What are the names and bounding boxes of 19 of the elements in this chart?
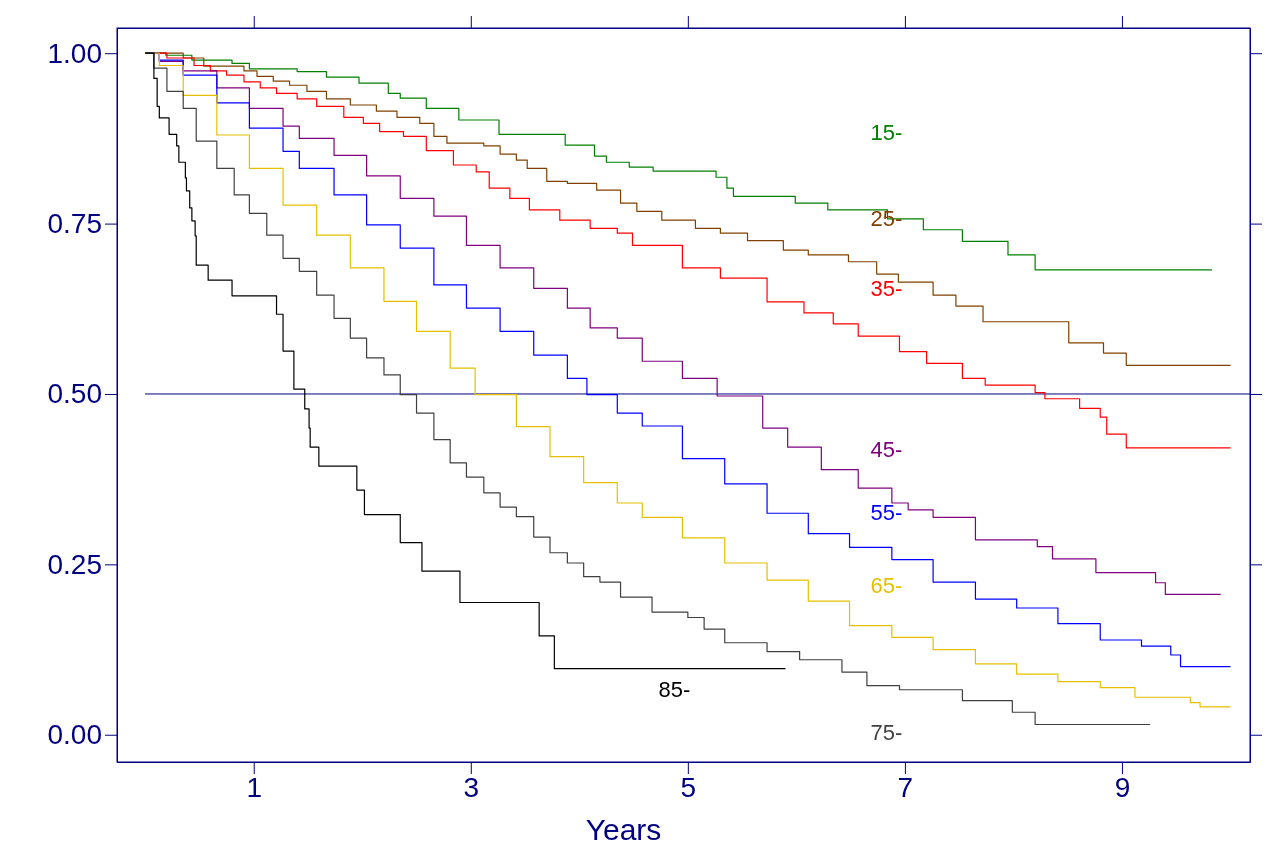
y-tick-label: 0.25 — [47, 548, 102, 580]
y-tick-label: 0.50 — [47, 378, 102, 410]
series-label: 55- — [870, 499, 903, 525]
x-tick-label: 3 — [463, 771, 480, 803]
series-label: 75- — [870, 719, 903, 745]
y-tick-label: 1.00 — [47, 37, 102, 69]
x-tick-label: 9 — [1114, 771, 1131, 803]
series-label: 35- — [870, 275, 903, 301]
text: 15- — [870, 120, 903, 146]
series-label: 85- — [658, 677, 691, 703]
series-label: 25- — [870, 206, 903, 232]
x-tick-label: 1 — [246, 771, 263, 803]
series-label: 65- — [870, 573, 903, 599]
x-axis-title: Years — [585, 813, 662, 846]
y-tick-label: 0.00 — [47, 719, 102, 751]
x-tick-label: 5 — [680, 771, 697, 803]
y-tick-label: 0.75 — [47, 208, 102, 240]
x-tick-label: 7 — [897, 771, 914, 803]
series-label: 45- — [870, 437, 903, 463]
